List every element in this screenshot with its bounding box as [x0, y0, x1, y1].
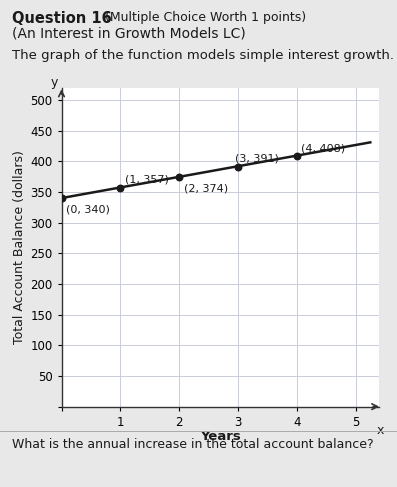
Text: (An Interest in Growth Models LC): (An Interest in Growth Models LC) [12, 27, 246, 41]
Text: x: x [377, 424, 384, 437]
Text: (0, 340): (0, 340) [66, 204, 110, 214]
X-axis label: Years: Years [200, 430, 241, 443]
Text: y: y [51, 76, 58, 89]
Point [235, 163, 241, 170]
Text: (4, 408): (4, 408) [301, 143, 346, 153]
Text: (3, 391): (3, 391) [235, 154, 279, 164]
Y-axis label: Total Account Balance (dollars): Total Account Balance (dollars) [13, 150, 26, 344]
Text: (2, 374): (2, 374) [184, 183, 228, 193]
Text: The graph of the function models simple interest growth.: The graph of the function models simple … [12, 49, 394, 62]
Point [294, 152, 300, 160]
Text: Question 16: Question 16 [12, 11, 112, 26]
Point [117, 184, 123, 191]
Point [58, 194, 65, 202]
Text: What is the annual increase in the total account balance?: What is the annual increase in the total… [12, 438, 374, 451]
Text: (Multiple Choice Worth 1 points): (Multiple Choice Worth 1 points) [105, 11, 306, 24]
Point [176, 173, 182, 181]
Text: (1, 357): (1, 357) [125, 175, 169, 185]
